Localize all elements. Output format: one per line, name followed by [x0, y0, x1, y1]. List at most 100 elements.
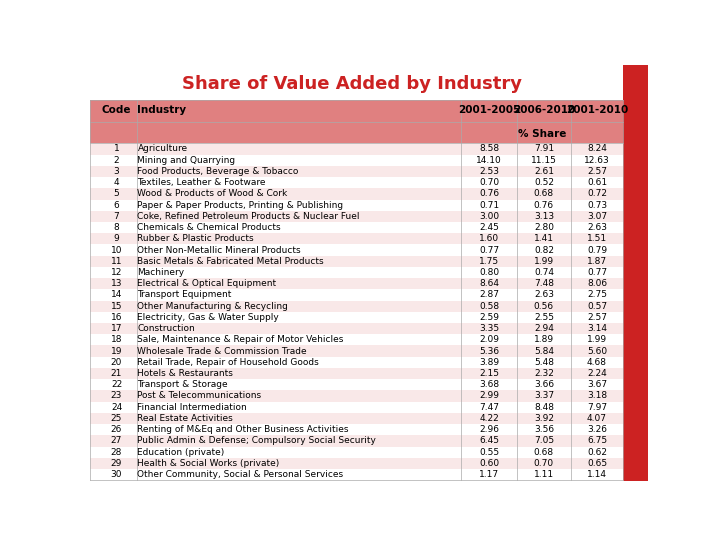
Bar: [90, 390, 623, 402]
Bar: [90, 188, 623, 199]
Text: Post & Telecommunications: Post & Telecommunications: [138, 392, 261, 401]
Bar: [90, 323, 623, 334]
Text: 1.99: 1.99: [534, 256, 554, 266]
Bar: [90, 154, 623, 166]
Bar: [90, 122, 623, 144]
Text: 0.60: 0.60: [479, 459, 499, 468]
Text: 1.11: 1.11: [534, 470, 554, 479]
Text: 2.24: 2.24: [587, 369, 607, 378]
Text: 3.26: 3.26: [587, 425, 607, 434]
Bar: [90, 368, 623, 379]
Text: 3.66: 3.66: [534, 380, 554, 389]
Text: 2.32: 2.32: [534, 369, 554, 378]
Text: Basic Metals & Fabricated Metal Products: Basic Metals & Fabricated Metal Products: [138, 256, 324, 266]
Text: Retail Trade, Repair of Household Goods: Retail Trade, Repair of Household Goods: [138, 358, 319, 367]
Bar: [90, 334, 623, 346]
Text: 8.24: 8.24: [587, 145, 607, 153]
Text: 25: 25: [111, 414, 122, 423]
Text: 8.58: 8.58: [479, 145, 499, 153]
Text: Financial Intermediation: Financial Intermediation: [138, 403, 247, 411]
Text: 2001-2010: 2001-2010: [566, 105, 628, 115]
Text: 26: 26: [111, 425, 122, 434]
Text: 0.55: 0.55: [479, 448, 499, 457]
Text: 2.57: 2.57: [587, 167, 607, 176]
Text: 7.91: 7.91: [534, 145, 554, 153]
Text: 1.89: 1.89: [534, 335, 554, 345]
Text: 2.09: 2.09: [479, 335, 499, 345]
Text: Wholesale Trade & Commission Trade: Wholesale Trade & Commission Trade: [138, 347, 307, 355]
Text: 1.75: 1.75: [479, 256, 499, 266]
Text: 0.70: 0.70: [479, 178, 499, 187]
Text: 12.63: 12.63: [584, 156, 610, 165]
Text: 0.71: 0.71: [479, 201, 499, 210]
Text: 27: 27: [111, 436, 122, 446]
Text: Transport & Storage: Transport & Storage: [138, 380, 228, 389]
Text: 2.57: 2.57: [587, 313, 607, 322]
Text: Other Manufacturing & Recycling: Other Manufacturing & Recycling: [138, 302, 288, 310]
Bar: [90, 469, 623, 480]
Text: 16: 16: [111, 313, 122, 322]
Bar: [90, 357, 623, 368]
Text: Education (private): Education (private): [138, 448, 225, 457]
Bar: [90, 447, 623, 458]
Text: 8: 8: [114, 223, 120, 232]
Text: 5.60: 5.60: [587, 347, 607, 355]
Text: Paper & Paper Products, Printing & Publishing: Paper & Paper Products, Printing & Publi…: [138, 201, 343, 210]
Text: 28: 28: [111, 448, 122, 457]
Text: 21: 21: [111, 369, 122, 378]
Text: 0.56: 0.56: [534, 302, 554, 310]
Text: 7.47: 7.47: [479, 403, 499, 411]
Text: Other Community, Social & Personal Services: Other Community, Social & Personal Servi…: [138, 470, 343, 479]
Text: 0.57: 0.57: [587, 302, 607, 310]
Bar: [90, 222, 623, 233]
Text: Renting of M&Eq and Other Business Activities: Renting of M&Eq and Other Business Activ…: [138, 425, 349, 434]
Bar: [90, 278, 623, 289]
Text: 5.84: 5.84: [534, 347, 554, 355]
Text: Other Non-Metallic Mineral Products: Other Non-Metallic Mineral Products: [138, 246, 301, 254]
Text: 11.15: 11.15: [531, 156, 557, 165]
Text: 3.37: 3.37: [534, 392, 554, 401]
Text: 3.18: 3.18: [587, 392, 607, 401]
Bar: [623, 65, 648, 481]
Text: 1.51: 1.51: [587, 234, 607, 244]
Bar: [90, 435, 623, 447]
Text: Sale, Maintenance & Repair of Motor Vehicles: Sale, Maintenance & Repair of Motor Vehi…: [138, 335, 344, 345]
Text: 3.92: 3.92: [534, 414, 554, 423]
Bar: [90, 312, 623, 323]
Text: Real Estate Activities: Real Estate Activities: [138, 414, 233, 423]
Text: 1.17: 1.17: [479, 470, 499, 479]
Text: 6.45: 6.45: [479, 436, 499, 446]
Text: Transport Equipment: Transport Equipment: [138, 291, 232, 300]
Text: Electricity, Gas & Water Supply: Electricity, Gas & Water Supply: [138, 313, 279, 322]
Text: Chemicals & Chemical Products: Chemicals & Chemical Products: [138, 223, 281, 232]
Text: 4: 4: [114, 178, 120, 187]
Text: 0.76: 0.76: [534, 201, 554, 210]
Text: 17: 17: [111, 324, 122, 333]
Text: 0.62: 0.62: [587, 448, 607, 457]
Text: 8.48: 8.48: [534, 403, 554, 411]
Text: 0.80: 0.80: [479, 268, 499, 277]
Text: 0.77: 0.77: [479, 246, 499, 254]
Text: 1.99: 1.99: [587, 335, 607, 345]
Bar: [90, 379, 623, 390]
Text: 2.75: 2.75: [587, 291, 607, 300]
Text: 7.97: 7.97: [587, 403, 607, 411]
Text: 2.63: 2.63: [534, 291, 554, 300]
Text: 20: 20: [111, 358, 122, 367]
Text: 0.73: 0.73: [587, 201, 607, 210]
Text: 2.94: 2.94: [534, 324, 554, 333]
Text: Food Products, Beverage & Tobacco: Food Products, Beverage & Tobacco: [138, 167, 299, 176]
Text: Industry: Industry: [138, 105, 186, 115]
Bar: [90, 166, 623, 177]
Bar: [90, 199, 623, 211]
Text: 2.87: 2.87: [479, 291, 499, 300]
Text: 19: 19: [111, 347, 122, 355]
Text: 2: 2: [114, 156, 120, 165]
Bar: [90, 424, 623, 435]
Bar: [90, 100, 623, 122]
Text: 23: 23: [111, 392, 122, 401]
Text: 2.99: 2.99: [479, 392, 499, 401]
Text: 10: 10: [111, 246, 122, 254]
Text: 11: 11: [111, 256, 122, 266]
Text: 3.07: 3.07: [587, 212, 607, 221]
